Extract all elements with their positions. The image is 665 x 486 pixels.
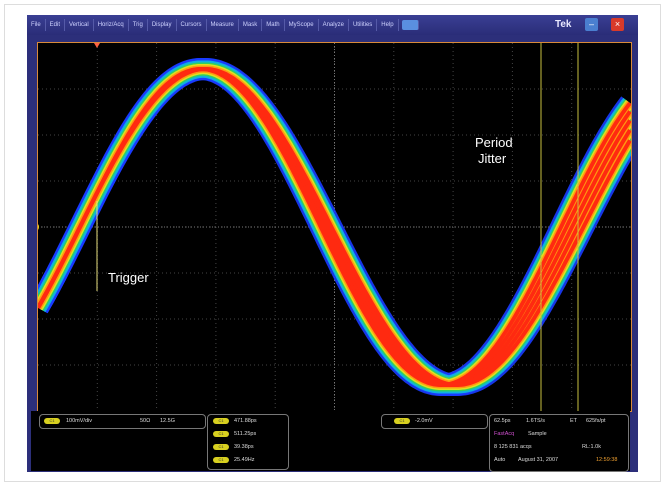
channel-ground-marker — [29, 222, 39, 232]
impedance: 50Ω — [140, 418, 151, 424]
brand-label: Tek — [555, 19, 572, 30]
graticule-display: Trigger Period Jitter — [28, 42, 640, 412]
measurement-value: 471.88ps — [234, 418, 257, 424]
time-per-point: 625fs/pt — [586, 418, 606, 424]
trigger-readout: C1 -2.0mV — [381, 414, 488, 429]
measurement-value: 25.49Hz — [234, 457, 255, 463]
jitter-annotation: Jitter — [478, 151, 507, 166]
menu-myscope[interactable]: MyScope — [285, 19, 319, 31]
menu-analyze[interactable]: Analyze — [319, 19, 349, 31]
vertical-scale: 100mV/div — [66, 418, 92, 424]
menu-bar: File Edit Vertical Horiz/Acq Trig Display Curs… — [27, 15, 638, 35]
status-panel: C1 100mV/div 50Ω 12.5G C1 471.88ps C1 511.2… — [31, 411, 630, 472]
menu-display[interactable]: Display — [148, 19, 177, 31]
menu-utilities[interactable]: Utilities — [349, 19, 378, 31]
menu-help[interactable]: Help — [377, 19, 399, 31]
measurement-badge[interactable]: C1 — [213, 444, 229, 450]
oscilloscope-window: File Edit Vertical Horiz/Acq Trig Display Curs… — [27, 15, 640, 472]
menu-vertical[interactable]: Vertical — [65, 19, 94, 31]
channel-badge[interactable]: C1 — [44, 418, 60, 424]
period-annotation: Period — [475, 135, 513, 150]
sample-rate: 1.6TS/s — [526, 418, 545, 424]
menu-trig[interactable]: Trig — [129, 19, 148, 31]
menu-file[interactable]: File — [27, 19, 46, 31]
menu-cursors[interactable]: Cursors — [177, 19, 207, 31]
dropdown-icon[interactable] — [401, 20, 419, 30]
menu-edit[interactable]: Edit — [46, 19, 66, 31]
acq-mode: FastAcq — [494, 431, 515, 437]
timebase: 62.5ps — [494, 418, 511, 424]
minimize-button[interactable]: – — [585, 18, 598, 31]
acq-count: 8 125 831 acqs — [494, 444, 532, 450]
waveform-trace — [36, 67, 632, 387]
time: 12:59:38 — [596, 457, 618, 463]
measurement-panel: C1 471.88ps C1 511.25ps C1 39.38ps C1 25.49Hz — [207, 414, 289, 470]
measurement-badge[interactable]: C1 — [213, 418, 229, 424]
acquisition-panel: 62.5ps 1.6TS/s ET 625fs/pt FastAcq Sampl… — [489, 414, 629, 472]
close-button[interactable]: × — [611, 18, 624, 31]
bandwidth: 12.5G — [160, 418, 175, 424]
date: August 31, 2007 — [518, 457, 559, 463]
menu-mask[interactable]: Mask — [239, 19, 263, 31]
figure-frame — [4, 4, 661, 482]
trigger-mode: Auto — [494, 457, 506, 463]
et-mode: ET — [570, 418, 578, 424]
measurement-value: 39.38ps — [234, 444, 254, 450]
record-length: RL:1.0k — [582, 444, 601, 450]
menu-measure[interactable]: Measure — [207, 19, 239, 31]
trigger-level: -2.0mV — [415, 418, 433, 424]
channel-readout: C1 100mV/div 50Ω 12.5G — [39, 414, 206, 429]
measurement-badge[interactable]: C1 — [213, 431, 229, 437]
trigger-annotation: Trigger — [108, 270, 149, 285]
waveform-plot — [28, 43, 640, 411]
menu-math[interactable]: Math — [262, 19, 285, 31]
menu-horizacq[interactable]: Horiz/Acq — [94, 19, 129, 31]
trigger-badge[interactable]: C1 — [394, 418, 410, 424]
sample-mode: Sample — [528, 431, 547, 437]
measurement-badge[interactable]: C1 — [213, 457, 229, 463]
trigger-position-marker — [94, 43, 100, 48]
measurement-value: 511.25ps — [234, 431, 257, 437]
